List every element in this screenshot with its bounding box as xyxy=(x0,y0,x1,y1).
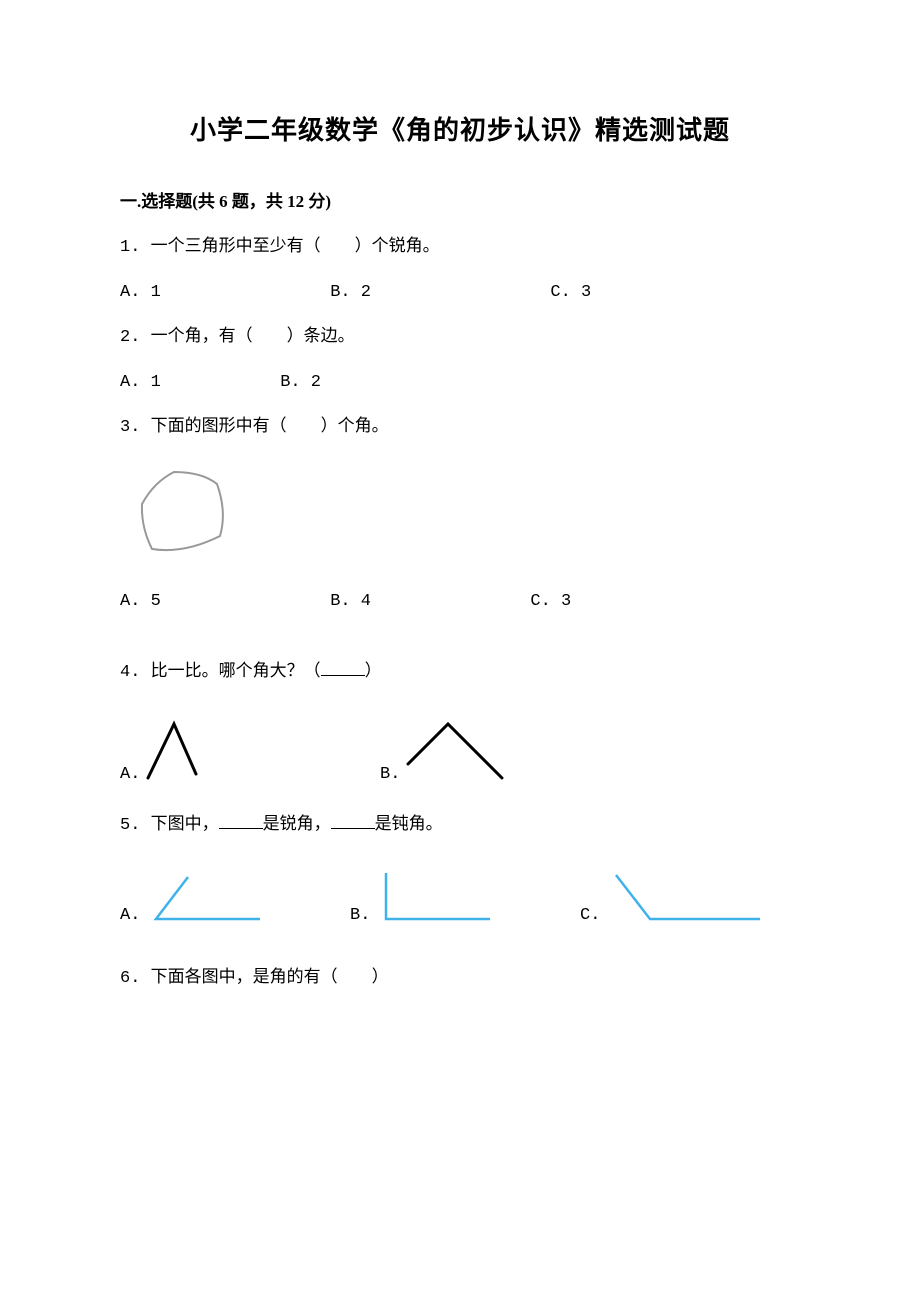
angle-b-path xyxy=(408,724,502,778)
q5-opt-a-label: A. xyxy=(120,906,140,925)
q5-blank-1 xyxy=(219,812,263,829)
q4-text-before: 4. 比一比。哪个角大？（ xyxy=(120,663,321,682)
q3-figure xyxy=(132,464,800,564)
q5-opt-c-wrap: C. xyxy=(580,867,768,925)
q3-options: A. 5 B. 4 C. 3 xyxy=(120,592,800,611)
q5-opt-c-label: C. xyxy=(580,906,600,925)
q4-opt-b-label: B. xyxy=(380,765,400,784)
right-angle-path xyxy=(386,873,490,919)
q4-options: A. B. xyxy=(120,716,800,784)
angle-a-path xyxy=(148,724,196,778)
question-6: 6. 下面各图中，是角的有（ ） xyxy=(120,965,800,992)
q5-opt-a-wrap: A. xyxy=(120,867,350,925)
q1-opt-c: C. 3 xyxy=(550,283,591,302)
q3-opt-a: A. 5 xyxy=(120,592,320,611)
q2-options: A. 1 B. 2 xyxy=(120,373,800,392)
q2-opt-a: A. 1 xyxy=(120,373,270,392)
q2-opt-b: B. 2 xyxy=(280,373,321,392)
q5-opt-b-label: B. xyxy=(350,906,370,925)
q4-opt-a-label: A. xyxy=(120,765,140,784)
q5-opt-b-wrap: B. xyxy=(350,867,580,925)
section-header: 一.选择题(共 6 题，共 12 分) xyxy=(120,187,800,212)
q5-text-p2: 是锐角， xyxy=(263,816,331,835)
q1-opt-b: B. 2 xyxy=(330,283,540,302)
q3-opt-c: C. 3 xyxy=(530,592,571,611)
q3-opt-b: B. 4 xyxy=(330,592,520,611)
q1-opt-a: A. 1 xyxy=(120,283,320,302)
page: 小学二年级数学《角的初步认识》精选测试题 一.选择题(共 6 题，共 12 分)… xyxy=(0,0,920,992)
acute-angle-path xyxy=(156,877,260,919)
q4-text-after: ） xyxy=(365,663,382,682)
angle-b-icon xyxy=(400,716,512,784)
obtuse-angle-icon xyxy=(608,867,768,925)
q4-opt-b-wrap: B. xyxy=(380,716,512,784)
page-title: 小学二年级数学《角的初步认识》精选测试题 xyxy=(120,110,800,147)
question-5: 5. 下图中， 是锐角， 是钝角。 xyxy=(120,812,800,839)
question-2: 2. 一个角，有（ ）条边。 xyxy=(120,324,800,351)
q4-opt-a-wrap: A. xyxy=(120,716,380,784)
acute-angle-icon xyxy=(148,867,268,925)
question-1: 1. 一个三角形中至少有（ ）个锐角。 xyxy=(120,234,800,261)
q1-options: A. 1 B. 2 C. 3 xyxy=(120,283,800,302)
question-4: 4. 比一比。哪个角大？（ ） xyxy=(120,659,800,686)
angle-a-icon xyxy=(140,716,206,784)
q5-text-p3: 是钝角。 xyxy=(375,816,443,835)
q4-blank xyxy=(321,659,365,676)
right-angle-icon xyxy=(378,867,498,925)
obtuse-angle-path xyxy=(616,875,760,919)
question-3: 3. 下面的图形中有（ ）个角。 xyxy=(120,414,800,441)
q5-text-p1: 5. 下图中， xyxy=(120,816,219,835)
pentagon-icon xyxy=(132,464,232,559)
q5-blank-2 xyxy=(331,812,375,829)
q5-options: A. B. C. xyxy=(120,867,800,925)
pentagon-path xyxy=(142,472,223,550)
